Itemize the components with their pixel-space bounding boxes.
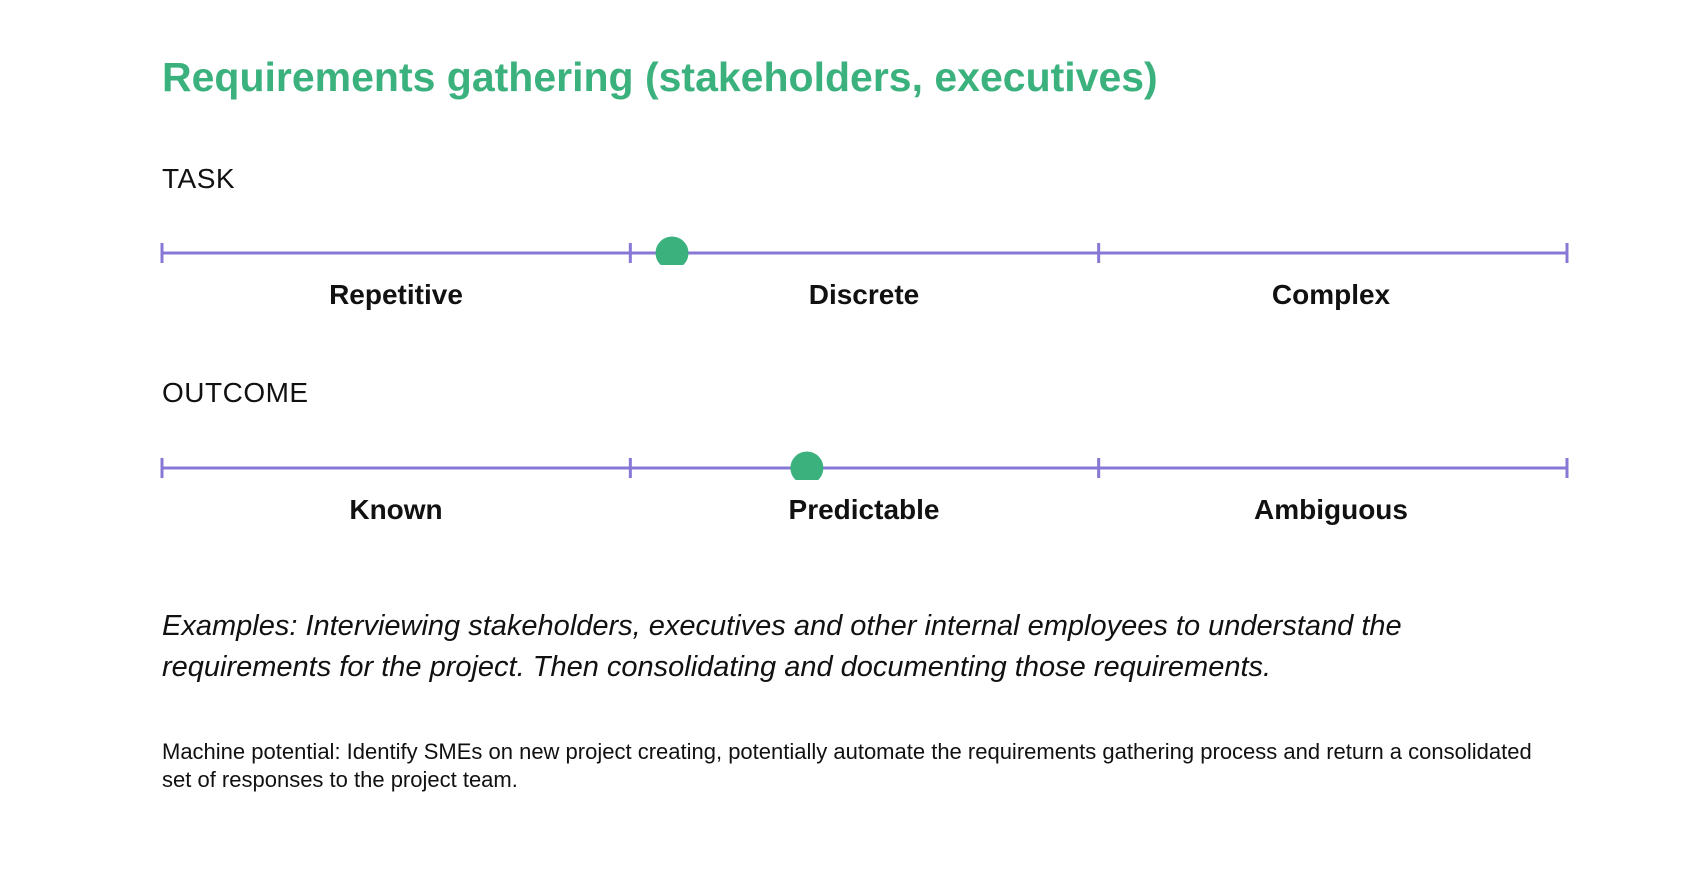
task-scale-label-complex: Complex: [1271, 279, 1391, 310]
task-scale-line: [160, 236, 1569, 265]
machine-potential-text: Machine potential: Identify SMEs on new …: [162, 739, 1532, 792]
examples-text: Examples: Interviewing stakeholders, exe…: [162, 610, 1402, 683]
task-section-label: TASK: [162, 163, 236, 194]
task-scale: Repetitive Discrete Complex: [0, 215, 1706, 325]
outcome-scale-label-ambiguous: Ambiguous: [1254, 494, 1408, 525]
outcome-scale-label-known: Known: [349, 494, 443, 525]
outcome-scale: Known Predictable Ambiguous: [0, 430, 1706, 540]
outcome-scale-label-predictable: Predictable: [788, 494, 940, 525]
task-scale-label-repetitive: Repetitive: [329, 279, 463, 310]
scale-marker: [790, 451, 824, 480]
scale-marker: [655, 236, 689, 265]
outcome-section-label: OUTCOME: [162, 377, 309, 408]
outcome-scale-line: [160, 451, 1569, 480]
page-title: Requirements gathering (stakeholders, ex…: [162, 54, 1158, 100]
task-scale-label-discrete: Discrete: [808, 279, 920, 310]
